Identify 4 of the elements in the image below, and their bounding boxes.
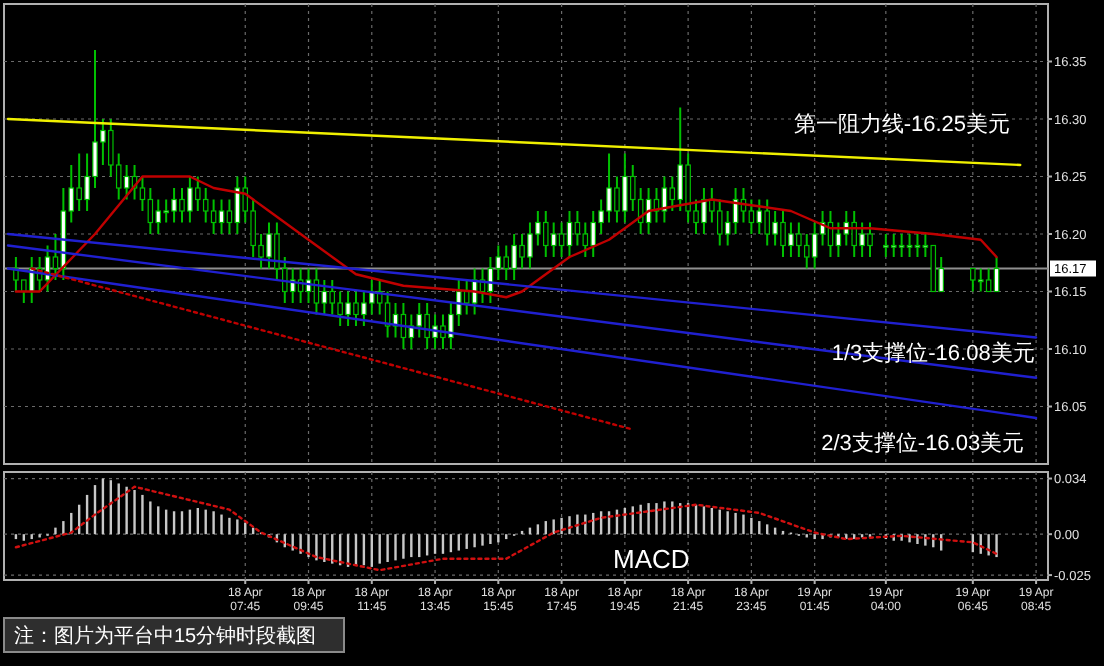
text: 注：图片为平台中15分钟时段截图 [14, 624, 317, 648]
annotation: MACD [613, 543, 690, 574]
annotation: 第一阻力线-16.25美元 [793, 111, 1011, 138]
annotation: 2/3支撑位-16.03美元 [821, 429, 1025, 456]
